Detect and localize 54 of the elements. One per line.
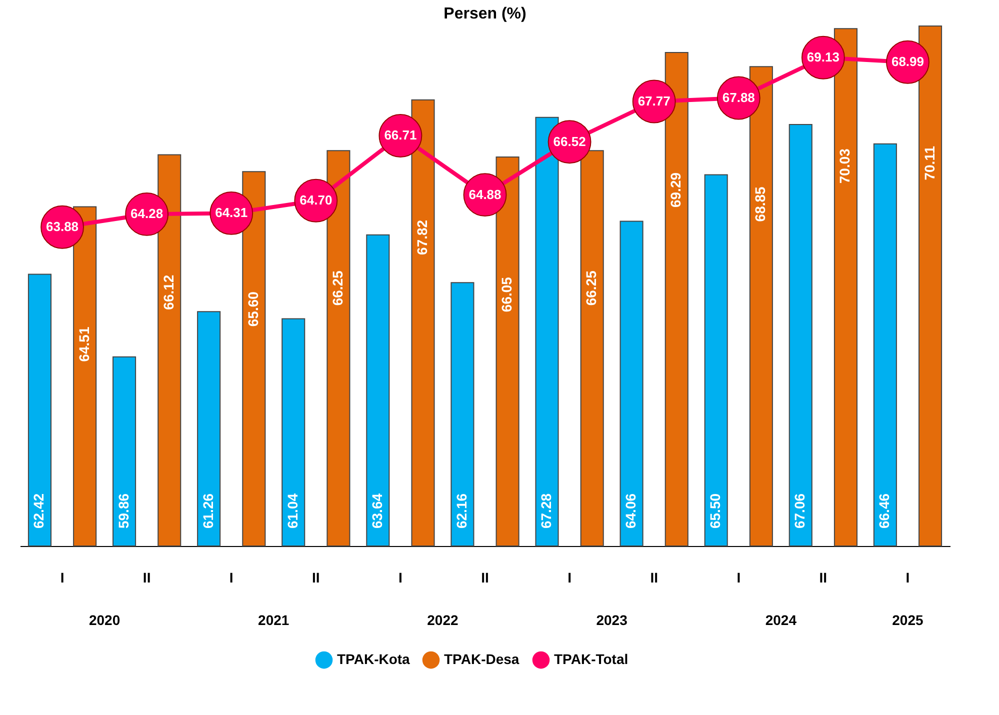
data-label: 67.82 — [414, 220, 430, 255]
data-label: 68.99 — [891, 54, 924, 70]
text: 2021 — [258, 612, 290, 628]
data-label: 64.06 — [622, 493, 639, 529]
data-label: 66.46 — [876, 493, 892, 529]
data-label: 62.16 — [453, 493, 470, 529]
x-tick-label: I — [906, 570, 910, 586]
legend-label: TPAK-Total — [554, 651, 628, 668]
data-label: 67.28 — [538, 493, 554, 529]
data-label: 67.06 — [792, 493, 808, 529]
text: 2025 — [892, 612, 924, 628]
x-tick-label: I — [229, 570, 234, 586]
x-tick-label: II — [142, 570, 151, 586]
data-label: 66.71 — [384, 128, 417, 143]
data-label: 61.04 — [284, 493, 300, 529]
x-tick-label: II — [650, 570, 658, 586]
x-tick-label: I — [398, 570, 402, 586]
data-label: 69.29 — [668, 172, 684, 208]
data-label: 68.85 — [752, 186, 768, 222]
chart-title: Persen (%) — [444, 6, 526, 22]
data-label: 65.60 — [244, 291, 261, 327]
data-label: 64.31 — [215, 205, 248, 220]
data-label: 64.70 — [300, 192, 332, 208]
x-tick-label: I — [60, 570, 64, 586]
data-label: 67.77 — [638, 94, 670, 109]
x-tick-label: II — [819, 570, 828, 586]
data-label: 64.88 — [468, 186, 502, 202]
data-label: 61.26 — [200, 493, 216, 529]
data-label: 66.12 — [160, 274, 176, 310]
data-label: 70.11 — [921, 146, 938, 180]
data-label: 59.86 — [115, 493, 132, 529]
text: 2022 — [427, 612, 459, 628]
data-label: 67.88 — [722, 90, 755, 105]
data-label: 62.42 — [30, 493, 47, 529]
x-tick-label: II — [312, 570, 320, 586]
legend-label: TPAK-Desa — [444, 651, 520, 668]
data-label: 64.51 — [76, 326, 92, 362]
text: 2023 — [596, 612, 628, 628]
x-tick-label: II — [481, 570, 489, 586]
data-label: 66.52 — [553, 134, 586, 149]
data-label: 70.03 — [836, 148, 853, 184]
legend-label: TPAK-Kota — [337, 651, 410, 668]
data-label: 66.25 — [329, 270, 346, 306]
x-tick-label: I — [568, 570, 572, 586]
data-label: 63.88 — [46, 219, 79, 234]
data-label: 66.05 — [498, 276, 515, 312]
data-label: 69.13 — [806, 50, 840, 65]
data-label: 64.28 — [130, 206, 164, 222]
data-label: 66.25 — [583, 270, 600, 306]
data-label: 65.50 — [707, 493, 724, 529]
data-label: 63.64 — [368, 493, 385, 529]
text: 2020 — [88, 612, 120, 628]
text: 2024 — [765, 612, 797, 628]
x-tick-label: I — [736, 570, 741, 586]
